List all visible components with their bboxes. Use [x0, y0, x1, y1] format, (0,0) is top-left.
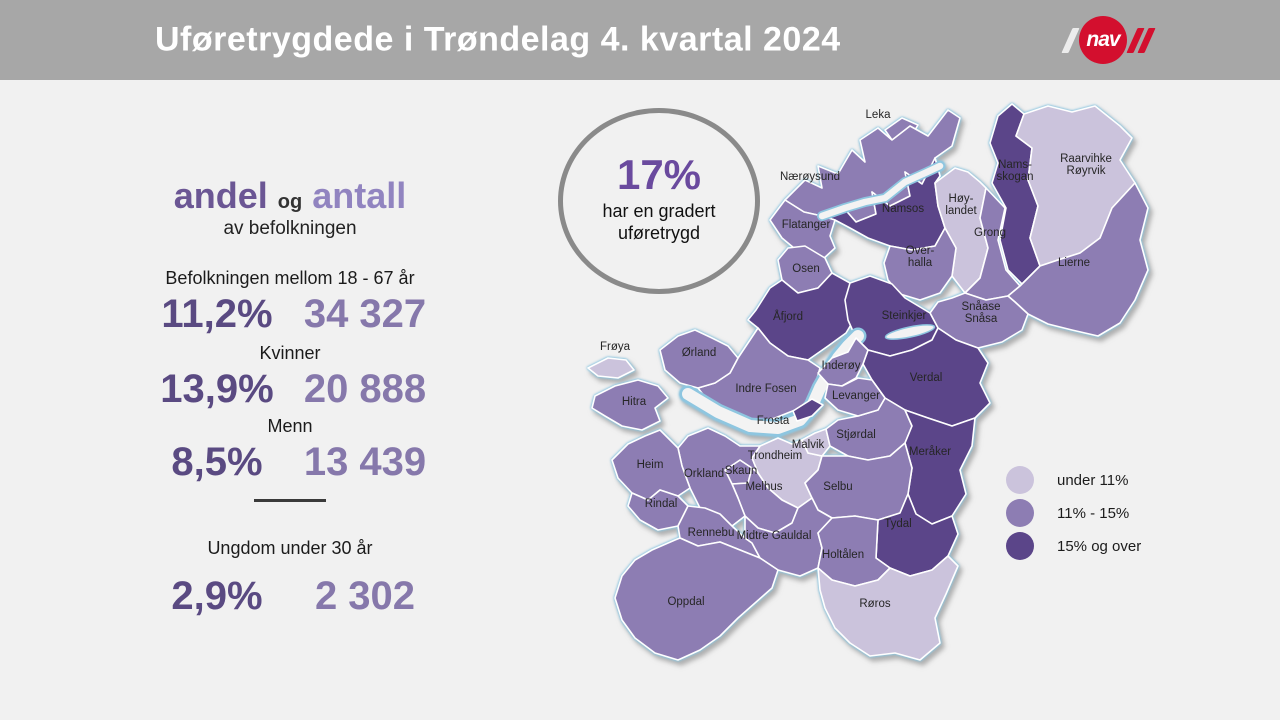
map-label-midtre-gauldal: Midtre Gauldal	[737, 530, 812, 542]
trondelag-map: Leka Nærøysund Nams-skogan Raarvihke Røyrvik…	[587, 103, 1149, 661]
legend-row-high: 15% og over	[1006, 532, 1141, 560]
heading-og: og	[277, 191, 303, 213]
map-label-verdal: Verdal	[910, 372, 943, 384]
map-label-inder-y: Inderøy	[822, 360, 861, 372]
stats-panel: andel og antall av befolkningen Befolkni…	[140, 176, 440, 617]
stat-percent-ungdom: 2,9%	[171, 573, 263, 618]
legend-swatch-low	[1006, 466, 1034, 494]
map-label-rindal: Rindal	[645, 498, 678, 510]
map-label-holt-len: Holtålen	[822, 549, 864, 561]
legend-row-mid: 11% - 15%	[1006, 499, 1141, 527]
map-label-lierne: Lierne	[1058, 257, 1090, 269]
map-label-frosta: Frosta	[757, 415, 790, 427]
map-label-indre-fosen: Indre Fosen	[735, 383, 796, 395]
nav-logo: nav	[1061, 16, 1156, 64]
map-label-trondheim: Trondheim	[748, 450, 803, 462]
land-regions	[587, 103, 1149, 661]
heading-antall: antall	[312, 175, 407, 216]
map-label-n-r-ysund: Nærøysund	[780, 171, 840, 183]
legend-row-low: under 11%	[1006, 466, 1141, 494]
map-label-sn-ase-sn-sa: Snåase Snåsa	[961, 301, 1000, 325]
stat-label-befolkning: Befolkningen mellom 18 - 67 år	[165, 267, 415, 288]
map-label-overhalla: Over-halla	[906, 245, 935, 269]
stat-label-menn: Menn	[267, 415, 313, 436]
legend-swatch-high	[1006, 532, 1034, 560]
stat-row-ungdom: 2,9% 2 302	[142, 575, 438, 617]
map-label-levanger: Levanger	[832, 390, 880, 402]
region-roros	[817, 555, 959, 661]
map-legend: under 11% 11% - 15% 15% og over	[1006, 466, 1141, 565]
map-label--fjord: Åfjord	[773, 310, 803, 323]
stat-row-kvinner: 13,9% 20 888	[142, 368, 438, 410]
legend-swatch-mid	[1006, 499, 1034, 527]
map-label-melhus: Melhus	[745, 481, 782, 493]
legend-label-low: under 11%	[1057, 471, 1129, 489]
map-labels: Leka Nærøysund Nams-skogan Raarvihke Røyrvik…	[600, 109, 1112, 610]
gradert-text: har en gradert uføretrygd	[602, 200, 715, 245]
map-label-stj-rdal: Stjørdal	[836, 429, 876, 441]
map-label-raarvihke-r-yrvik: Raarvihke Røyrvik	[1060, 153, 1112, 177]
legend-label-high: 15% og over	[1057, 537, 1142, 555]
map-label-h-ylandet: Høy-landet	[945, 193, 977, 217]
gradert-percent: 17%	[616, 150, 702, 198]
region-hitra	[591, 379, 669, 431]
stat-percent-befolkning: 11,2%	[161, 291, 273, 336]
map-label-leka: Leka	[866, 109, 892, 121]
region-frosta	[792, 398, 824, 422]
stat-label-ungdom: Ungdom under 30 år	[207, 537, 373, 558]
stat-percent-menn: 8,5%	[171, 439, 263, 484]
map-label-heim: Heim	[637, 459, 664, 471]
stat-count-kvinner: 20 888	[303, 366, 427, 411]
map-label--rland: Ørland	[682, 347, 717, 359]
region-overhalla	[883, 227, 957, 301]
gradert-circle: 17% har en gradert uføretrygd	[558, 108, 760, 294]
stat-count-menn: 13 439	[303, 439, 427, 484]
map-label-namsskogan: Nams-skogan	[996, 159, 1033, 183]
region-meraker	[904, 409, 976, 525]
namsenfjord	[818, 162, 944, 220]
stat-count-befolkning: 34 327	[303, 291, 427, 336]
stats-divider	[254, 498, 326, 502]
map-label-grong: Grong	[974, 227, 1006, 239]
nav-logo-circle-icon: nav	[1079, 16, 1127, 64]
stat-row-menn: 8,5% 13 439	[142, 441, 438, 483]
map-label-skaun: Skaun	[725, 465, 758, 477]
header-bar: Uføretrygdede i Trøndelag 4. kvartal 202…	[0, 0, 1280, 80]
gradert-line2: uføretrygd	[617, 223, 700, 243]
map-label-selbu: Selbu	[823, 481, 852, 493]
map-label-malvik: Malvik	[792, 439, 825, 451]
map-label-r-ros: Røros	[859, 598, 891, 610]
legend-label-mid: 11% - 15%	[1057, 504, 1130, 522]
stat-label-kvinner: Kvinner	[259, 342, 321, 363]
stat-percent-kvinner: 13,9%	[160, 366, 274, 411]
gradert-line1: har en gradert	[602, 200, 716, 221]
map-label-hitra: Hitra	[622, 396, 647, 408]
nav-logo-text: nav	[1086, 28, 1120, 51]
map-label-osen: Osen	[792, 263, 820, 275]
map-label-namsos: Namsos	[882, 203, 924, 215]
map-label-mer-ker: Meråker	[909, 446, 951, 458]
stats-subtitle: av befolkningen	[223, 217, 357, 239]
heading-andel: andel	[173, 175, 268, 216]
region-oppdal	[614, 537, 779, 661]
map-label-oppdal: Oppdal	[667, 596, 704, 608]
map-label-steinkjer: Steinkjer	[882, 310, 927, 322]
stat-row-befolkning: 11,2% 34 327	[142, 293, 438, 335]
stats-heading: andel og antall	[174, 176, 407, 216]
map-label-tydal: Tydal	[884, 518, 912, 530]
region-froya	[587, 357, 635, 379]
nav-logo-left-slash-icon	[1061, 27, 1080, 53]
map-label-rennebu: Rennebu	[688, 527, 735, 539]
snasavatnet-lake	[884, 324, 936, 340]
map-label-flatanger: Flatanger	[782, 219, 831, 231]
stat-count-ungdom: 2 302	[314, 573, 416, 618]
page-title: Uføretrygdede i Trøndelag 4. kvartal 202…	[155, 20, 841, 59]
map-label-orkland: Orkland	[684, 468, 724, 480]
region-orland	[659, 329, 739, 389]
region-levanger	[824, 377, 886, 417]
map-label-fr-ya: Frøya	[600, 341, 631, 353]
